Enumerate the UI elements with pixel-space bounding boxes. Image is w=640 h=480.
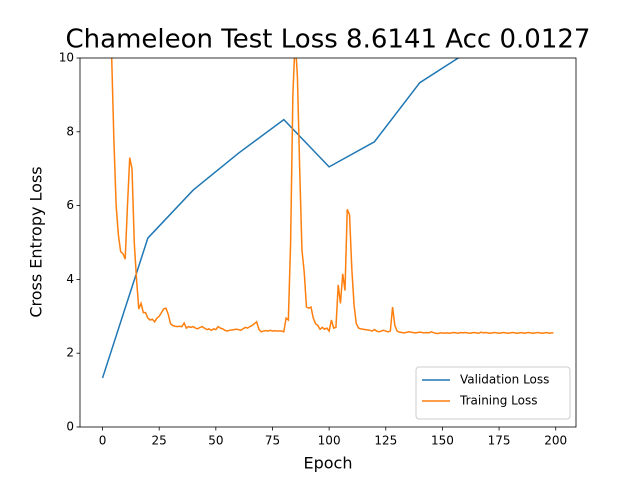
- series-line: [110, 58, 554, 335]
- legend-label: Training Loss: [459, 394, 537, 408]
- y-tick-label: 0: [66, 420, 74, 434]
- x-tick-label: 0: [99, 434, 107, 448]
- x-tick-label: 25: [152, 434, 167, 448]
- y-tick-label: 4: [66, 272, 74, 286]
- x-tick-label: 150: [431, 434, 454, 448]
- chart-title: Chameleon Test Loss 8.6141 Acc 0.0127: [66, 25, 591, 55]
- x-tick-label: 75: [265, 434, 280, 448]
- x-tick-label: 100: [318, 434, 341, 448]
- y-axis-label: Cross Entropy Loss: [27, 166, 46, 317]
- x-tick-label: 125: [374, 434, 397, 448]
- y-tick-label: 6: [66, 198, 74, 212]
- y-tick-label: 2: [66, 346, 74, 360]
- series-line: [101, 58, 460, 379]
- x-tick-label: 175: [488, 434, 511, 448]
- legend-box: [415, 366, 571, 420]
- y-tick-label: 8: [66, 124, 74, 138]
- x-tick-label: 50: [208, 434, 223, 448]
- y-tick-label: 10: [59, 51, 74, 65]
- axes-frame: [79, 57, 577, 428]
- plot-area: [101, 58, 554, 379]
- x-tick-label: 200: [544, 434, 567, 448]
- x-axis-label: Epoch: [304, 454, 353, 473]
- legend-label: Validation Loss: [460, 373, 549, 387]
